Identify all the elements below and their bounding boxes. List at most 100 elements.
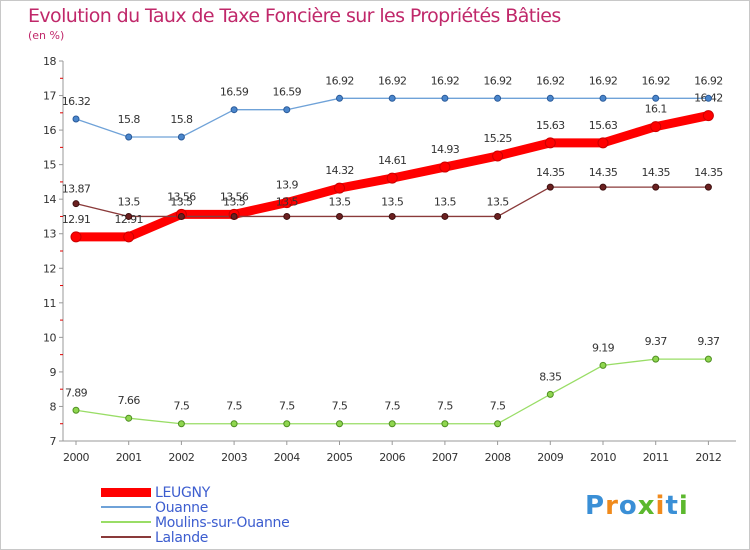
data-label: 15.8 [118,113,141,126]
chart-title: Evolution du Taux de Taxe Foncière sur l… [28,5,561,27]
data-label: 16.92 [641,74,670,87]
data-label: 16.92 [483,74,512,87]
data-point [177,212,185,220]
data-point [650,121,662,133]
data-point [336,212,343,220]
data-point [230,420,238,428]
data-point [704,355,712,363]
y-tick-label: 7 [50,435,57,448]
data-label: 13.5 [434,195,457,208]
data-point [546,390,554,398]
data-point [544,137,556,149]
legend-swatch [101,506,151,508]
y-tick-label: 18 [43,55,56,68]
logo-letter: i [678,491,689,521]
data-label: 7.5 [226,400,242,413]
data-point [72,200,80,208]
data-point [546,94,554,102]
legend-label: Ouanne [155,500,209,516]
y-tick-label: 15 [43,159,56,172]
y-tick-label: 11 [43,297,56,310]
data-point [336,420,343,428]
data-point [283,106,291,114]
data-point [177,420,185,428]
data-label: 16.92 [536,74,565,87]
x-tick-label: 2007 [432,451,458,464]
logo-letter: x [637,491,656,521]
data-label: 16.59 [220,86,249,99]
data-point [125,212,133,220]
x-tick-label: 2005 [327,451,353,464]
data-label: 14.35 [694,166,723,179]
legend-item: LEUGNY [101,485,361,501]
x-tick-label: 2010 [590,451,616,464]
data-label: 13.9 [276,179,299,192]
data-point [702,110,714,122]
data-point [177,133,185,141]
legend-label: LEUGNY [155,485,210,501]
data-label: 14.32 [325,164,354,177]
data-label: 7.5 [490,400,506,413]
data-point [72,406,80,414]
data-label: 16.92 [589,74,618,87]
data-point [599,361,607,369]
data-point [281,197,293,209]
legend-swatch [101,521,151,523]
legend-item: Moulins-sur-Ouanne [101,515,361,531]
y-tick-label: 16 [43,124,56,137]
data-label: 13.5 [223,195,246,208]
data-label: 7.66 [118,394,141,407]
data-point [441,212,449,220]
x-tick-label: 2008 [485,451,511,464]
data-point [652,183,660,191]
data-label: 7.89 [65,386,88,399]
logo-letter: P [585,491,606,521]
logo-letter: r [605,491,619,521]
data-label: 14.35 [589,166,618,179]
data-point [439,161,451,173]
legend-item: Ouanne [101,500,361,516]
data-label: 8.35 [539,370,562,383]
data-label: 12.91 [62,213,91,226]
data-label: 13.5 [328,195,351,208]
data-point [388,212,396,220]
data-label: 15.8 [170,113,193,126]
data-point [388,420,396,428]
data-point [230,106,238,114]
data-label: 13.56 [220,190,249,203]
data-label: 13.56 [167,190,196,203]
data-label: 16.92 [431,74,460,87]
data-point [652,94,660,102]
data-point [597,137,609,149]
data-point [125,133,133,141]
y-tick-label: 12 [43,262,56,275]
data-label: 15.63 [589,119,618,132]
data-label: 16.59 [273,86,302,99]
data-label: 14.93 [431,143,460,156]
data-point [334,182,345,194]
data-point [652,355,660,363]
data-label: 16.92 [378,74,407,87]
x-tick-label: 2001 [116,451,142,464]
logo-letter: o [618,491,638,521]
y-tick-label: 10 [43,331,56,344]
legend-swatch [101,487,151,497]
data-point [388,94,396,102]
data-point [704,183,712,191]
data-label: 13.87 [62,183,91,196]
x-tick-label: 2011 [643,451,669,464]
data-point [283,212,291,220]
data-point [72,115,80,123]
data-point [125,414,133,422]
data-point [494,94,502,102]
data-label: 14.35 [536,166,565,179]
data-label: 7.5 [332,400,348,413]
data-point [494,212,502,220]
data-point [283,420,291,428]
x-tick-label: 2000 [63,451,89,464]
data-point [546,183,554,191]
data-label: 16.1 [645,103,667,116]
data-label: 7.5 [437,400,453,413]
x-tick-label: 2009 [537,451,563,464]
